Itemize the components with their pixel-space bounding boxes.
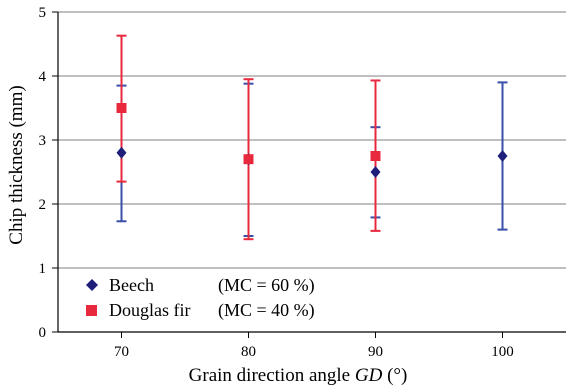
x-axis-label-unit: (°) [382, 365, 407, 386]
gridlines [58, 11, 566, 269]
y-tick-label: 4 [39, 69, 47, 85]
x-axis-label-symbol: GD [355, 365, 383, 386]
y-axis-label: Chip thickness (mm) [6, 85, 27, 244]
legend-label-beech: Beech [109, 275, 154, 295]
y-tick-label: 0 [39, 325, 47, 341]
legend-marker-beech [86, 279, 98, 291]
x-tick-label: 90 [368, 344, 383, 360]
y-tick-label: 5 [39, 5, 47, 21]
legend-condition-beech: (MC = 60 %) [218, 275, 315, 296]
legend-label-douglas-fir: Douglas fir [109, 300, 190, 320]
legend-marker-douglas-fir [86, 305, 97, 316]
legend: Beech (MC = 60 %) Douglas fir (MC = 40 %… [86, 275, 315, 321]
y-tick-labels: 0 1 2 3 4 5 [39, 5, 47, 341]
x-axis-label: Grain direction angle GD (°) [189, 365, 408, 386]
point-douglas-fir-90 [370, 151, 381, 161]
x-axis-label-text: Grain direction angle [189, 365, 355, 386]
point-beech-90 [370, 166, 381, 178]
data-series [116, 34, 508, 241]
point-douglas-fir-70 [116, 103, 127, 113]
y-tick-label: 3 [39, 133, 47, 149]
x-tick-label: 100 [491, 344, 514, 360]
x-tick-label: 80 [241, 344, 256, 360]
point-douglas-fir-80 [243, 154, 254, 165]
y-tick-label: 2 [39, 197, 47, 213]
point-beech-100 [497, 150, 508, 162]
x-tick-label: 70 [114, 344, 129, 360]
x-tick-labels: 70 80 90 100 [114, 344, 514, 360]
y-tick-label: 1 [39, 261, 47, 277]
legend-condition-douglas-fir: (MC = 40 %) [218, 300, 315, 321]
axes [52, 11, 566, 338]
point-beech-70 [116, 146, 127, 159]
